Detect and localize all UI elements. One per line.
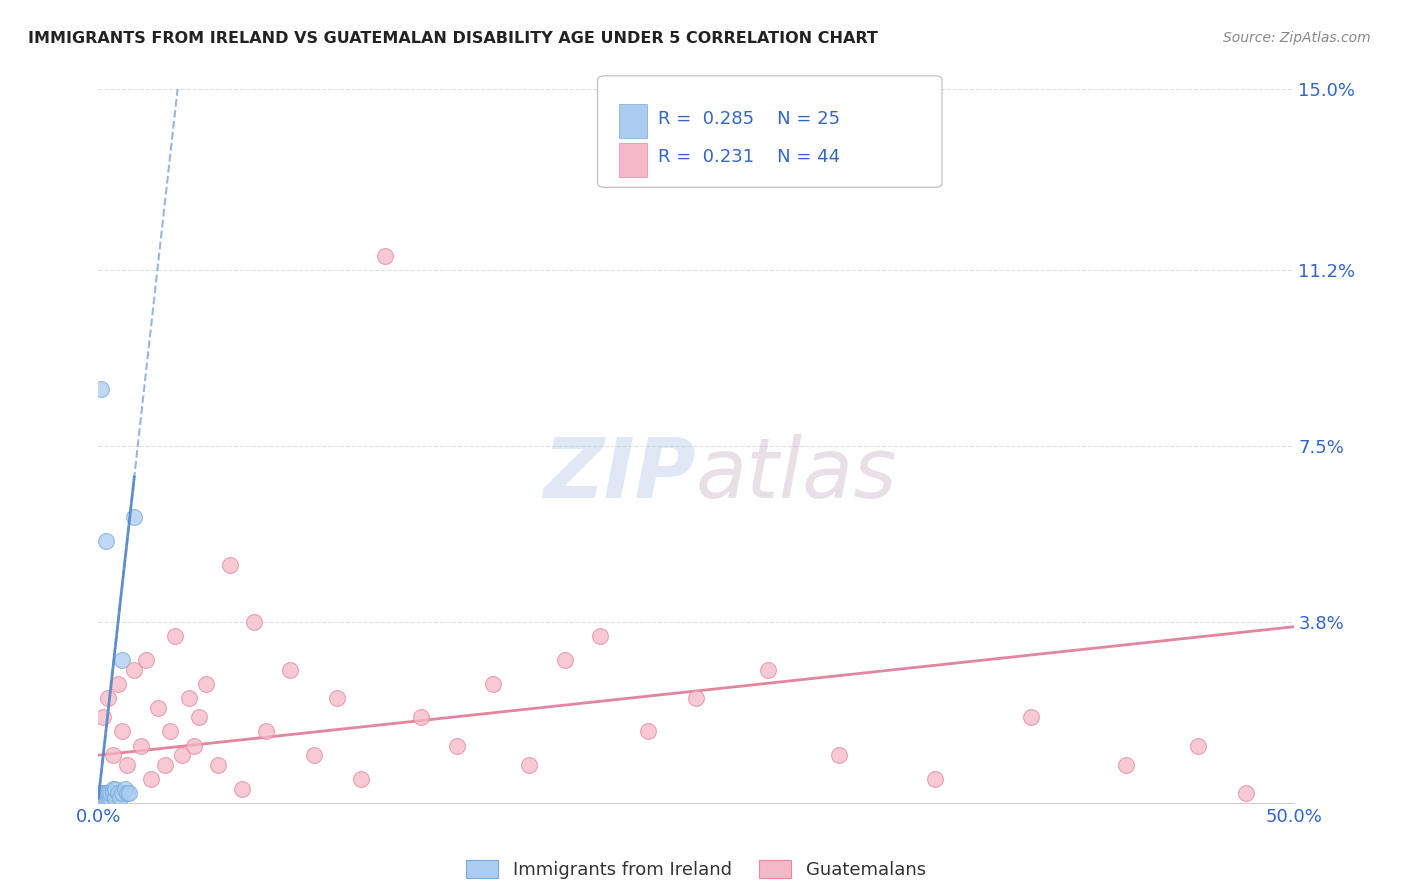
Point — [124, 663, 146, 677]
Point — [187, 710, 209, 724]
Point — [148, 700, 170, 714]
Point — [94, 534, 117, 549]
Point — [326, 691, 349, 706]
Point — [94, 791, 117, 805]
Text: atlas: atlas — [696, 434, 897, 515]
Point — [637, 724, 659, 739]
Point — [517, 757, 540, 772]
Point — [828, 748, 851, 763]
Point — [118, 786, 141, 800]
Point — [155, 757, 177, 772]
Point — [111, 786, 134, 800]
Point — [124, 510, 146, 524]
Point — [1234, 786, 1257, 800]
Point — [219, 558, 242, 572]
Point — [350, 772, 373, 786]
Point — [97, 786, 120, 800]
Point — [179, 691, 201, 706]
Point — [481, 677, 505, 691]
Point — [924, 772, 946, 786]
Point — [91, 710, 114, 724]
Point — [98, 791, 122, 805]
Point — [90, 786, 112, 800]
Point — [163, 629, 186, 643]
Point — [107, 786, 129, 800]
Point — [111, 724, 134, 739]
Point — [91, 786, 114, 800]
Point — [107, 677, 129, 691]
Point — [183, 739, 205, 753]
Point — [135, 653, 157, 667]
Point — [685, 691, 707, 706]
Point — [90, 791, 112, 805]
Point — [139, 772, 162, 786]
Point — [231, 781, 253, 796]
Point — [104, 781, 127, 796]
Point — [254, 724, 277, 739]
Point — [91, 791, 114, 805]
Point — [111, 653, 134, 667]
Text: ZIP: ZIP — [543, 434, 696, 515]
Point — [411, 710, 433, 724]
Text: R =  0.231    N = 44: R = 0.231 N = 44 — [658, 148, 841, 166]
Point — [446, 739, 468, 753]
Legend: Immigrants from Ireland, Guatemalans: Immigrants from Ireland, Guatemalans — [458, 853, 934, 887]
Point — [97, 791, 120, 805]
Point — [114, 781, 136, 796]
Point — [101, 781, 124, 796]
Point — [195, 677, 218, 691]
Point — [101, 786, 124, 800]
Point — [131, 739, 153, 753]
Point — [115, 757, 138, 772]
Point — [101, 748, 124, 763]
Point — [1115, 757, 1137, 772]
Point — [589, 629, 612, 643]
Text: R =  0.285    N = 25: R = 0.285 N = 25 — [658, 111, 841, 128]
Point — [756, 663, 779, 677]
Point — [243, 615, 266, 629]
Point — [104, 791, 127, 805]
Point — [1187, 739, 1209, 753]
Point — [554, 653, 576, 667]
Point — [278, 663, 301, 677]
Point — [172, 748, 194, 763]
Point — [91, 791, 114, 805]
Point — [98, 786, 122, 800]
Point — [90, 382, 112, 396]
Point — [159, 724, 181, 739]
Point — [207, 757, 229, 772]
Point — [1019, 710, 1042, 724]
Point — [115, 786, 138, 800]
Text: IMMIGRANTS FROM IRELAND VS GUATEMALAN DISABILITY AGE UNDER 5 CORRELATION CHART: IMMIGRANTS FROM IRELAND VS GUATEMALAN DI… — [28, 31, 877, 46]
Point — [97, 691, 120, 706]
Point — [374, 249, 396, 263]
Point — [108, 791, 131, 805]
Point — [302, 748, 325, 763]
Point — [94, 786, 117, 800]
Text: Source: ZipAtlas.com: Source: ZipAtlas.com — [1223, 31, 1371, 45]
